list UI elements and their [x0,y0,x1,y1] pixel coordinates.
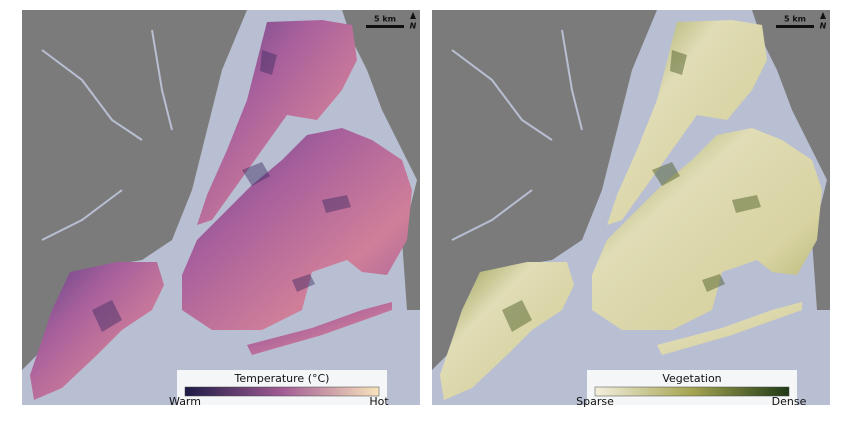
scale-bar-label: 5 km [374,15,396,24]
scale-bar-label: 5 km [784,15,806,24]
legend-low-label: Sparse [576,395,614,408]
legend-color-bar [184,386,380,397]
river-lines [451,29,583,241]
rockaway [657,302,802,355]
north-arrow [820,12,826,19]
queens-brooklyn [182,128,412,330]
staten-island [30,262,164,400]
long-island [752,10,830,310]
bronx-manhattan [197,20,357,225]
queens-brooklyn [592,128,822,330]
north-arrow [410,12,416,19]
long-island [342,10,420,310]
bronx-manhattan [607,20,767,225]
north-label: N [410,22,417,31]
legend-color-bar [594,386,790,397]
legend-title: Temperature (°C) [234,372,330,385]
legend-high-label: Dense [772,395,807,408]
rockaway [247,302,392,355]
mainland [22,10,247,370]
scale-bar [776,25,814,28]
scale-bar [366,25,404,28]
legend-title: Vegetation [662,372,721,385]
legend-high-label: Hot [369,395,389,408]
river-lines [41,29,173,241]
mainland [432,10,657,370]
north-label: N [820,22,827,31]
legend-low-label: Warm [169,395,201,408]
map-panel: 5 km N Temperature (°C) Warm Hot [22,10,420,408]
map-panel: 5 km N Vegetation Sparse Dense [432,10,830,408]
staten-island [440,262,574,400]
